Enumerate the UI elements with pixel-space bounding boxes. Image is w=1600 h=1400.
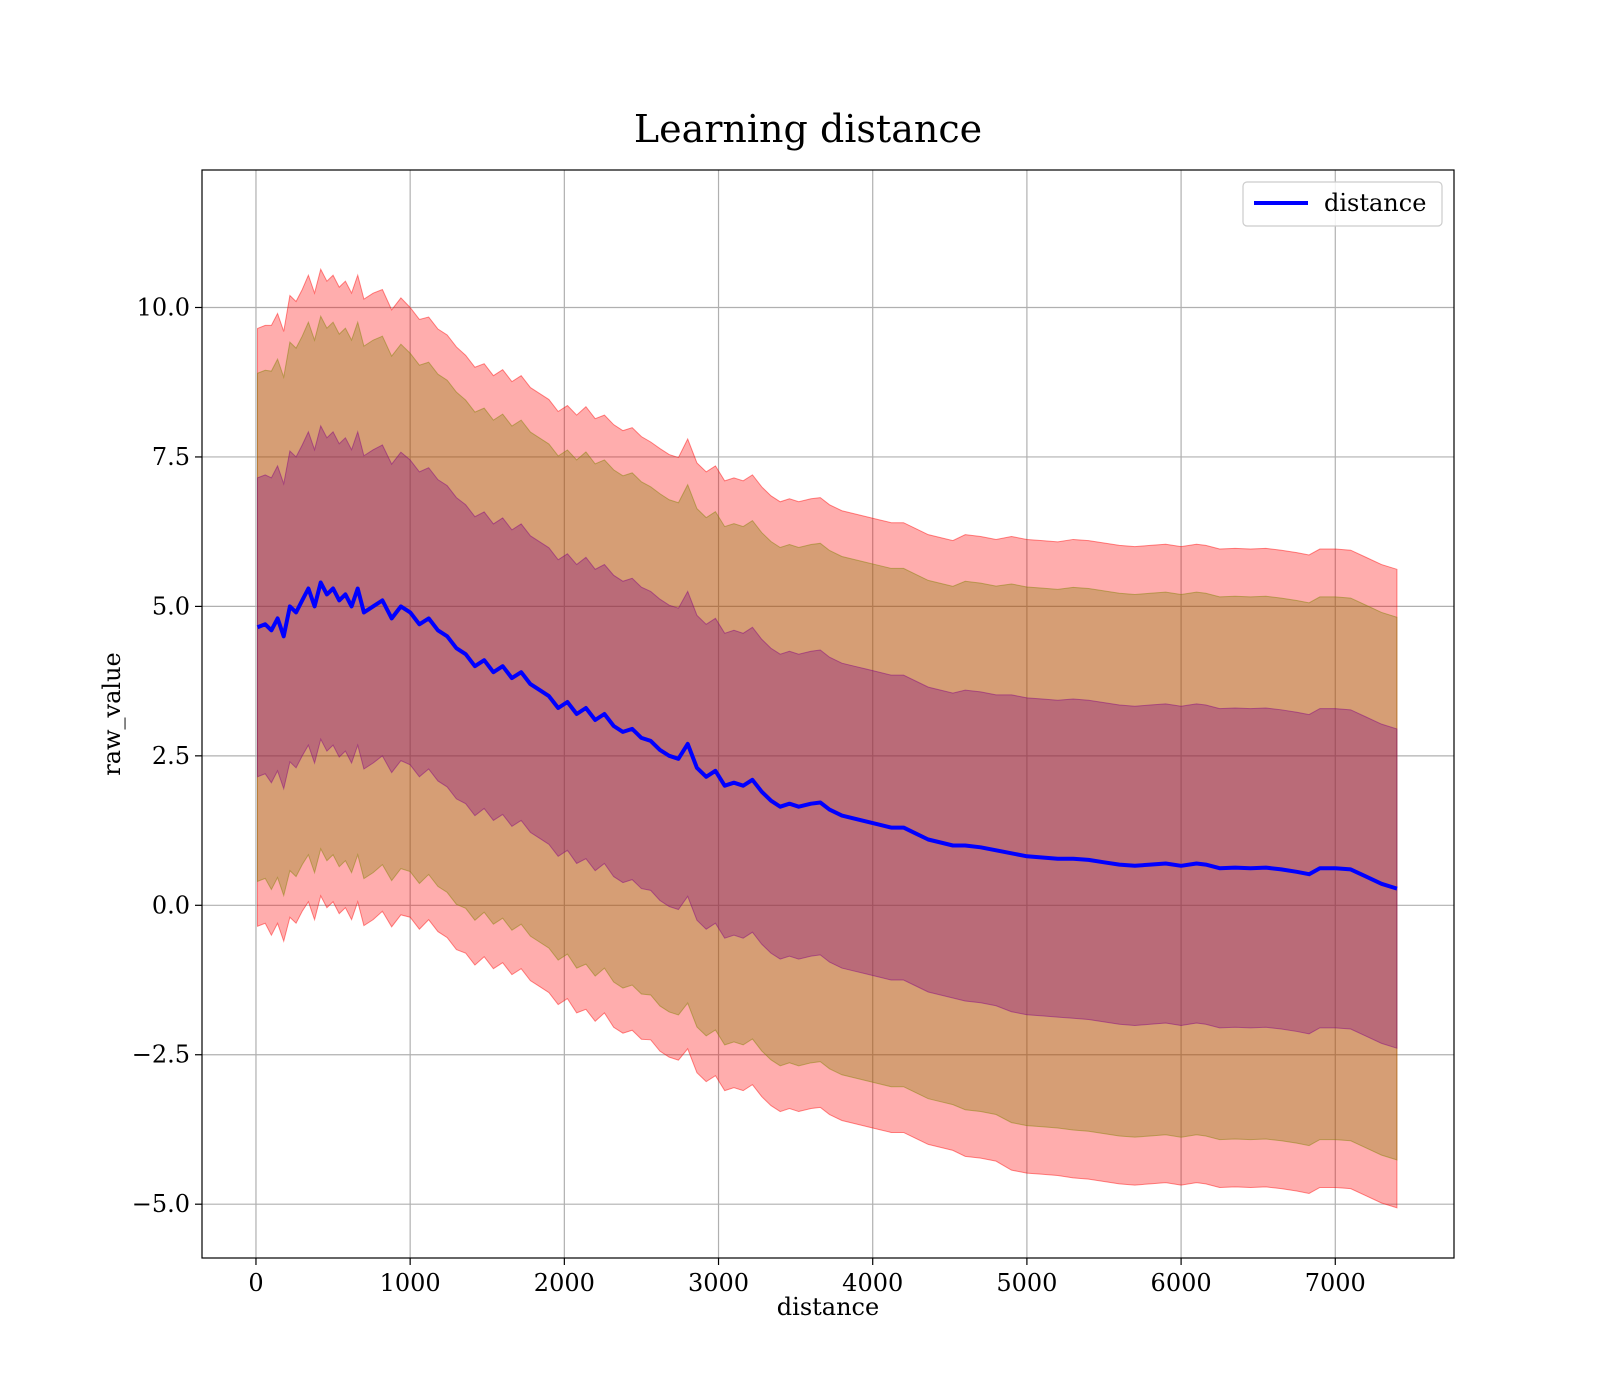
y-tick-label: −5.0: [132, 1190, 190, 1218]
x-tick-label: 6000: [1151, 1269, 1212, 1297]
x-tick-label: 5000: [996, 1269, 1057, 1297]
x-tick-label: 3000: [688, 1269, 749, 1297]
grid: [202, 170, 1454, 1258]
chart-title: Learning distance: [634, 107, 982, 151]
y-tick-label: 0.0: [152, 891, 190, 919]
axis-ticks: 0 1000 2000 3000 4000 5000 6000 7000 −5.0 −2.5 0.0…: [132, 293, 1366, 1297]
x-tick-label: 0: [248, 1269, 263, 1297]
x-axis-label: distance: [777, 1293, 879, 1321]
series-line-distance: [256, 580, 1398, 891]
x-tick-label: 1000: [380, 1269, 441, 1297]
legend: distance: [1242, 181, 1443, 227]
plot-frame: [201, 169, 1455, 1259]
y-tick-label: 10.0: [137, 293, 190, 321]
std-band: [257, 314, 1398, 1161]
y-tick-label: 2.5: [152, 742, 190, 770]
x-tick-label: 2000: [534, 1269, 595, 1297]
std-band: [257, 267, 1398, 1209]
series-lines: [256, 580, 1398, 891]
legend-box: [1242, 181, 1443, 227]
x-tick-label: 7000: [1305, 1269, 1366, 1297]
y-tick-label: 7.5: [152, 443, 190, 471]
legend-label-distance: distance: [1324, 189, 1426, 217]
y-tick-label: −2.5: [132, 1041, 190, 1069]
std-bands: [257, 267, 1398, 1209]
y-axis-label: raw_value: [98, 652, 126, 776]
std-band: [257, 424, 1398, 1049]
y-tick-label: 5.0: [152, 592, 190, 620]
x-tick-label: 4000: [842, 1269, 903, 1297]
